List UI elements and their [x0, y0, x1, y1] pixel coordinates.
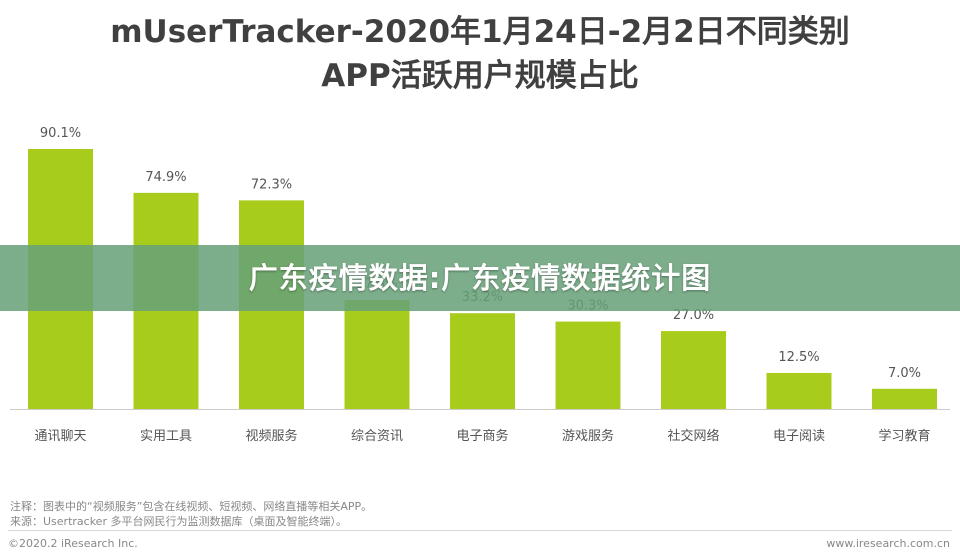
x-tick-label-2: 实用工具 [140, 429, 192, 444]
banner-text: 广东疫情数据:广东疫情数据统计图 [248, 261, 712, 295]
chart-source: 来源：Usertracker 多平台网民行为监测数据库（桌面及智能终端）。 [10, 515, 347, 528]
bar-4 [344, 299, 410, 409]
bar-8 [766, 372, 832, 409]
chart-title-line2: APP活跃用户规模占比 [321, 58, 639, 94]
x-tick-label-1: 通讯聊天 [34, 429, 86, 444]
bar-9 [872, 388, 937, 409]
x-tick-label-3: 视频服务 [245, 428, 297, 444]
bar-6 [555, 321, 621, 409]
overlay-banner: 广东疫情数据:广东疫情数据统计图 [0, 245, 960, 311]
bar-7 [661, 331, 726, 409]
footer-divider [8, 530, 952, 531]
bar-5 [450, 313, 515, 409]
x-tick-label-6: 游戏服务 [562, 428, 614, 444]
x-tick-label-8: 电子阅读 [773, 429, 825, 444]
chart-title-line1: mUserTracker-2020年1月24日-2月2日不同类别 [110, 14, 850, 50]
data-label-7: 27.0% [673, 308, 714, 323]
data-label-8: 12.5% [778, 350, 819, 365]
chart-note: 注释：图表中的“视频服务”包含在线视频、短视频、网络直播等相关APP。 [10, 500, 373, 513]
data-label-3: 72.3% [251, 177, 292, 192]
data-label-9: 7.0% [888, 366, 921, 381]
x-tick-label-9: 学习教育 [878, 428, 930, 444]
website-text: www.iresearch.com.cn [826, 537, 950, 550]
x-tick-label-5: 电子商务 [456, 428, 508, 444]
data-label-1: 90.1% [40, 126, 81, 141]
x-tick-label-7: 社交网络 [667, 428, 719, 444]
copyright-text: ©2020.2 iResearch Inc. [8, 537, 138, 550]
data-label-2: 74.9% [145, 170, 186, 185]
x-tick-label-4: 综合资讯 [351, 429, 403, 444]
